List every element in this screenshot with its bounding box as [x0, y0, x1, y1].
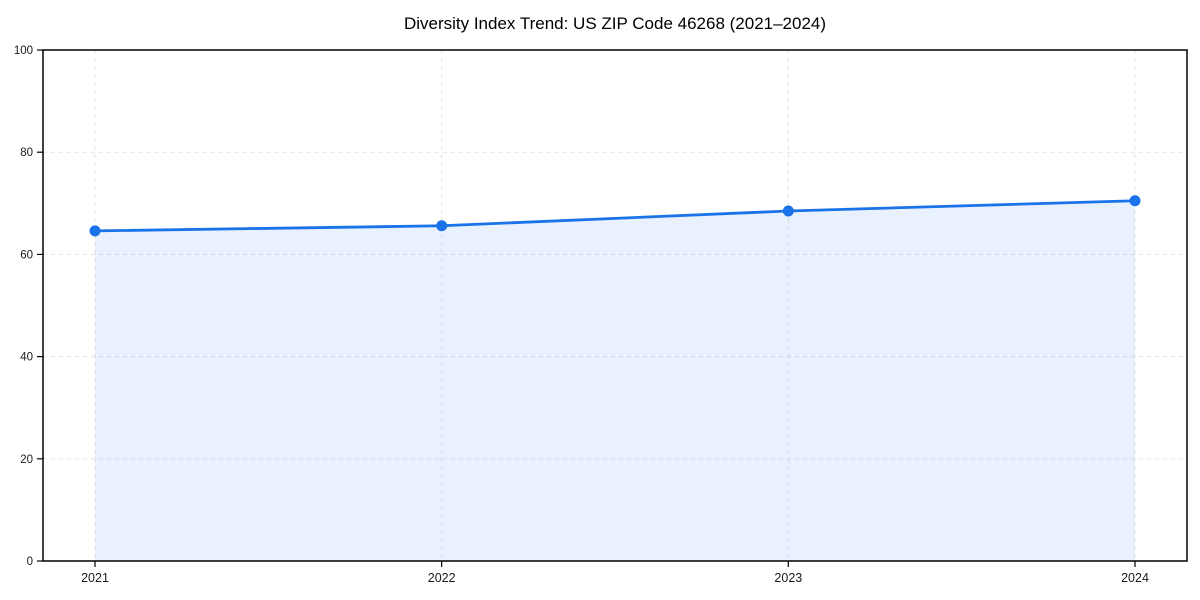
trend-line: [93, 199, 1137, 233]
chart-title: Diversity Index Trend: US ZIP Code 46268…: [404, 14, 826, 33]
y-tick-label: 100: [14, 45, 33, 57]
x-tick-label: 2024: [1121, 571, 1149, 585]
data-point-marker: [1129, 195, 1141, 207]
y-tick-label: 80: [20, 147, 33, 159]
x-tick-label: 2022: [428, 571, 456, 585]
area-fill: [95, 200, 1135, 561]
axes-layer: [37, 49, 1188, 567]
plot-frame: [42, 49, 1188, 562]
tick-labels-layer: 0 20 40 60 80 100 2021 2022 2023 2024: [14, 45, 1149, 585]
data-point-marker: [436, 220, 448, 232]
data-point-marker: [782, 205, 794, 217]
y-tick-label: 20: [20, 454, 33, 466]
data-series-layer: [89, 195, 1141, 561]
x-tick-label: 2021: [81, 571, 109, 585]
y-tick-label: 40: [20, 352, 33, 364]
y-tick-label: 0: [27, 556, 33, 568]
x-tick-label: 2023: [774, 571, 802, 585]
y-tick-label: 60: [20, 249, 33, 261]
data-point-marker: [89, 225, 101, 237]
